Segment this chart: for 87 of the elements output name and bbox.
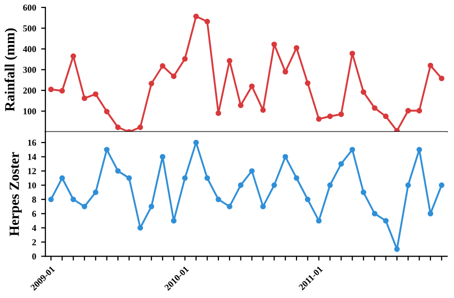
point [115,124,121,130]
point [249,168,255,174]
point [48,196,54,202]
point [204,18,210,24]
point [282,154,288,160]
point [294,45,300,51]
point [238,102,244,108]
point [350,50,356,56]
point [216,110,222,116]
point [204,175,210,181]
y-tick-label: 14 [28,154,36,160]
point [282,68,288,75]
point [82,95,88,102]
point [148,204,154,210]
point [428,210,434,216]
point [438,76,444,82]
y-tick-label: 10 [28,182,36,188]
y-tick-label: 2 [32,239,36,246]
point [405,108,411,114]
y-tick-label: 16 [28,140,36,146]
point [271,182,277,188]
point [316,116,322,122]
point [59,175,65,181]
point [226,58,232,64]
point [59,88,65,94]
point [260,204,266,210]
y-tick-label: 600 [23,4,36,11]
point [416,146,422,152]
y-axis-title: Rainfall (mm) [4,28,18,112]
point [338,111,344,118]
point [126,175,132,181]
point [70,196,76,202]
point [182,56,188,62]
point [82,204,88,210]
point [137,225,144,231]
point [70,53,76,59]
point [338,161,344,167]
point [350,146,356,152]
point [92,190,98,196]
point [372,210,378,216]
point [260,107,266,113]
point [115,168,121,174]
y-tick-label: 400 [22,46,36,52]
point [249,83,255,90]
point [304,80,310,86]
point [104,108,110,114]
y-tick-label: 4 [32,225,36,231]
point [137,124,144,130]
point [428,62,434,68]
point [193,14,199,20]
point [383,218,389,224]
point [372,105,378,111]
y-tick-label: 0 [32,253,36,260]
point [48,86,54,92]
point [360,89,366,95]
y-tick-label: 100 [24,108,36,114]
point [238,182,244,188]
point [360,190,366,196]
point [327,182,333,188]
point [160,63,166,69]
point [170,218,177,224]
point [438,182,444,188]
point [148,80,154,86]
point [304,196,310,202]
point [383,114,389,120]
point [405,182,411,188]
y-tick-label: 200 [23,88,36,94]
point [170,74,177,80]
point [294,175,300,181]
point [92,91,98,97]
point [182,175,188,181]
point [216,196,222,202]
point [160,154,166,160]
point [327,114,333,120]
point [271,42,277,48]
y-axis-title: Herpes Zoster [10,152,22,236]
point [316,218,322,224]
y-tick-label: 6 [32,210,36,217]
point [416,108,422,114]
point [104,146,110,152]
y-tick-label: 12 [28,168,36,174]
point [193,140,199,146]
point [226,204,232,210]
point [394,246,400,252]
y-tick-label: 500 [23,25,36,32]
y-tick-label: 300 [23,66,36,73]
y-tick-label: 8 [32,196,36,203]
